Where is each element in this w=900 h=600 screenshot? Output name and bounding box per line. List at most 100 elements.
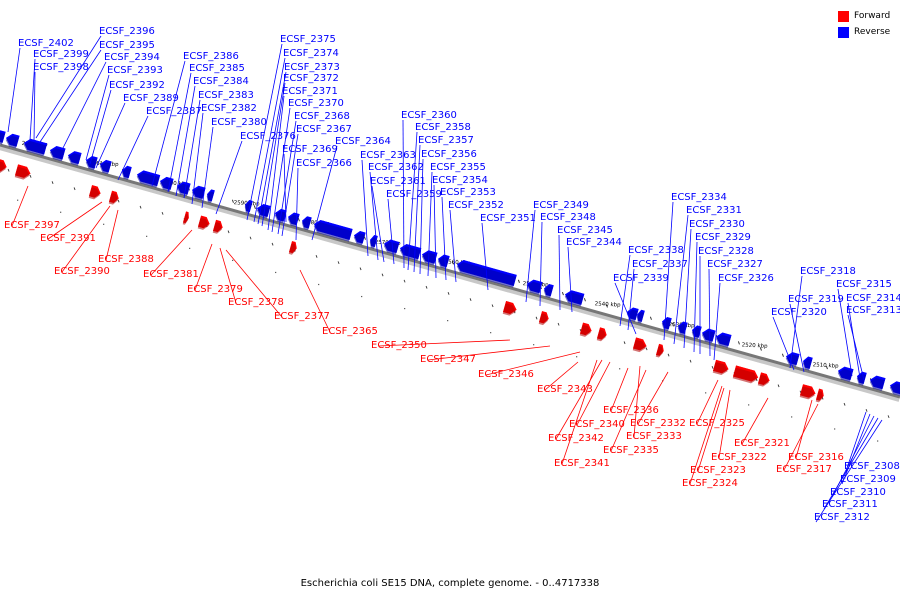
reverse-gene-label[interactable]: ECSF_2385: [189, 63, 245, 74]
reverse-gene-arrow[interactable]: [801, 356, 813, 371]
forward-gene-label[interactable]: ECSF_2323: [690, 465, 746, 476]
reverse-gene-label[interactable]: ECSF_2310: [830, 487, 886, 498]
reverse-gene-arrow[interactable]: [120, 165, 132, 180]
reverse-gene-label[interactable]: ECSF_2371: [282, 86, 338, 97]
reverse-gene-arrow[interactable]: [205, 189, 215, 204]
reverse-gene-arrow[interactable]: [542, 283, 554, 298]
reverse-gene-label[interactable]: ECSF_2393: [107, 65, 163, 76]
reverse-gene-arrow[interactable]: [312, 219, 353, 242]
reverse-gene-label[interactable]: ECSF_2382: [201, 103, 257, 114]
reverse-gene-arrow[interactable]: [4, 133, 20, 149]
reverse-gene-label[interactable]: ECSF_2314: [846, 293, 900, 304]
forward-gene-arrow[interactable]: [182, 211, 190, 226]
forward-gene-label[interactable]: ECSF_2333: [626, 431, 682, 442]
reverse-gene-arrow[interactable]: [868, 375, 886, 391]
forward-gene-arrow[interactable]: [732, 365, 760, 385]
reverse-gene-label[interactable]: ECSF_2308: [844, 461, 900, 472]
reverse-gene-label[interactable]: ECSF_2337: [632, 259, 688, 270]
reverse-gene-arrow[interactable]: [635, 309, 645, 324]
reverse-gene-label[interactable]: ECSF_2387: [146, 106, 202, 117]
reverse-gene-arrow[interactable]: [563, 289, 585, 307]
reverse-gene-label[interactable]: ECSF_2354: [432, 175, 488, 186]
reverse-gene-arrow[interactable]: [0, 129, 6, 145]
reverse-gene-arrow[interactable]: [420, 249, 438, 266]
reverse-gene-label[interactable]: ECSF_2360: [401, 110, 457, 121]
forward-gene-label[interactable]: ECSF_2332: [630, 418, 686, 429]
reverse-gene-arrow[interactable]: [22, 138, 48, 157]
reverse-gene-arrow[interactable]: [836, 366, 854, 382]
forward-gene-label[interactable]: ECSF_2350: [371, 340, 427, 351]
reverse-gene-label[interactable]: ECSF_2368: [294, 111, 350, 122]
forward-gene-arrow[interactable]: [88, 185, 102, 200]
forward-gene-label[interactable]: ECSF_2343: [537, 384, 593, 395]
reverse-gene-label[interactable]: ECSF_2362: [368, 162, 424, 173]
forward-gene-label[interactable]: ECSF_2336: [603, 405, 659, 416]
reverse-gene-label[interactable]: ECSF_2338: [628, 245, 684, 256]
reverse-gene-label[interactable]: ECSF_2370: [288, 98, 344, 109]
reverse-gene-label[interactable]: ECSF_2349: [533, 200, 589, 211]
reverse-gene-arrow[interactable]: [190, 185, 206, 201]
forward-gene-label[interactable]: ECSF_2346: [478, 369, 534, 380]
forward-gene-label[interactable]: ECSF_2317: [776, 464, 832, 475]
reverse-gene-label[interactable]: ECSF_2353: [440, 187, 496, 198]
forward-gene-label[interactable]: ECSF_2342: [548, 433, 604, 444]
reverse-gene-label[interactable]: ECSF_2399: [33, 49, 89, 60]
forward-gene-arrow[interactable]: [14, 164, 32, 181]
reverse-gene-label[interactable]: ECSF_2383: [198, 90, 254, 101]
forward-gene-arrow[interactable]: [632, 337, 648, 354]
reverse-gene-label[interactable]: ECSF_2398: [33, 62, 89, 73]
reverse-gene-arrow[interactable]: [300, 216, 312, 231]
reverse-gene-arrow[interactable]: [255, 203, 271, 219]
reverse-gene-label[interactable]: ECSF_2318: [800, 266, 856, 277]
forward-gene-label[interactable]: ECSF_2316: [788, 452, 844, 463]
forward-gene-label[interactable]: ECSF_2324: [682, 478, 738, 489]
reverse-gene-label[interactable]: ECSF_2334: [671, 192, 727, 203]
reverse-gene-label[interactable]: ECSF_2363: [360, 150, 416, 161]
reverse-gene-label[interactable]: ECSF_2380: [211, 117, 267, 128]
reverse-gene-label[interactable]: ECSF_2375: [280, 34, 336, 45]
reverse-gene-label[interactable]: ECSF_2358: [415, 122, 471, 133]
forward-gene-label[interactable]: ECSF_2378: [228, 297, 284, 308]
forward-gene-label[interactable]: ECSF_2379: [187, 284, 243, 295]
forward-gene-label[interactable]: ECSF_2321: [734, 438, 790, 449]
forward-gene-arrow[interactable]: [212, 219, 224, 235]
reverse-gene-label[interactable]: ECSF_2389: [123, 93, 179, 104]
forward-gene-label[interactable]: ECSF_2388: [98, 254, 154, 265]
forward-gene-arrow[interactable]: [815, 388, 825, 403]
reverse-gene-label[interactable]: ECSF_2345: [557, 225, 613, 236]
reverse-gene-arrow[interactable]: [700, 328, 716, 344]
forward-gene-arrow[interactable]: [655, 343, 665, 358]
reverse-gene-label[interactable]: ECSF_2313: [846, 305, 900, 316]
forward-gene-label[interactable]: ECSF_2397: [4, 220, 60, 231]
reverse-gene-label[interactable]: ECSF_2328: [698, 246, 754, 257]
reverse-gene-arrow[interactable]: [135, 169, 161, 188]
reverse-gene-label[interactable]: ECSF_2329: [695, 232, 751, 243]
forward-gene-label[interactable]: ECSF_2335: [603, 445, 659, 456]
forward-gene-label[interactable]: ECSF_2377: [274, 311, 330, 322]
reverse-gene-label[interactable]: ECSF_2319: [788, 294, 844, 305]
reverse-gene-label[interactable]: ECSF_2392: [109, 80, 165, 91]
forward-gene-arrow[interactable]: [799, 384, 817, 400]
reverse-gene-arrow[interactable]: [48, 145, 66, 162]
reverse-gene-label[interactable]: ECSF_2330: [689, 219, 745, 230]
reverse-gene-label[interactable]: ECSF_2394: [104, 52, 160, 63]
reverse-gene-label[interactable]: ECSF_2402: [18, 38, 74, 49]
reverse-gene-label[interactable]: ECSF_2386: [183, 51, 239, 62]
reverse-gene-label[interactable]: ECSF_2384: [193, 76, 249, 87]
reverse-gene-label[interactable]: ECSF_2359: [386, 189, 442, 200]
forward-gene-arrow[interactable]: [538, 311, 550, 326]
reverse-gene-label[interactable]: ECSF_2356: [421, 149, 477, 160]
reverse-gene-label[interactable]: ECSF_2374: [283, 48, 339, 59]
reverse-gene-label[interactable]: ECSF_2376: [240, 131, 296, 142]
forward-gene-label[interactable]: ECSF_2391: [40, 233, 96, 244]
forward-gene-arrow[interactable]: [579, 322, 593, 338]
reverse-gene-label[interactable]: ECSF_2348: [540, 212, 596, 223]
reverse-gene-label[interactable]: ECSF_2396: [99, 26, 155, 37]
reverse-gene-arrow[interactable]: [714, 331, 732, 348]
reverse-gene-label[interactable]: ECSF_2315: [836, 279, 892, 290]
forward-gene-arrow[interactable]: [596, 327, 608, 343]
reverse-gene-label[interactable]: ECSF_2367: [296, 124, 352, 135]
forward-gene-label[interactable]: ECSF_2365: [322, 326, 378, 337]
forward-gene-arrow[interactable]: [108, 190, 120, 206]
reverse-gene-label[interactable]: ECSF_2352: [448, 200, 504, 211]
